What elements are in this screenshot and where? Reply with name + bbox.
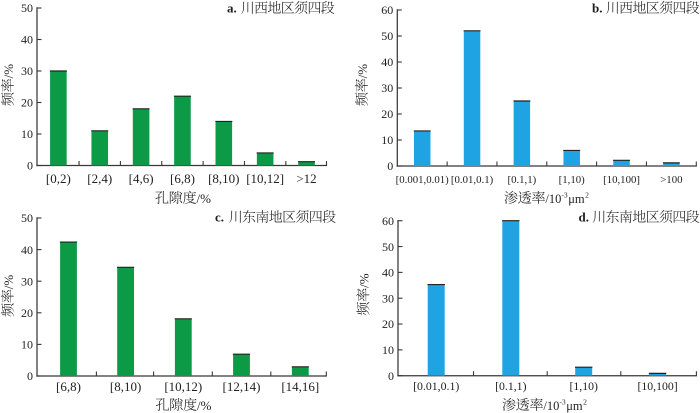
svg-text:[0.1,1): [0.1,1) [507, 174, 536, 186]
svg-text:50: 50 [21, 1, 33, 15]
svg-text:d.: d. [579, 210, 589, 225]
svg-text:[1,10): [1,10) [559, 174, 585, 186]
svg-text:[10,12): [10,12) [164, 379, 202, 394]
svg-text:/%: /% [197, 398, 212, 413]
svg-text:[2,4): [2,4) [87, 171, 112, 186]
svg-text:[0.1,1): [0.1,1) [495, 379, 527, 393]
svg-text:-3: -3 [561, 190, 568, 199]
svg-text:20: 20 [382, 317, 394, 331]
svg-text:μm: μm [568, 192, 585, 206]
svg-text:/%: /% [196, 191, 211, 206]
svg-text:40: 40 [21, 33, 33, 47]
svg-text:[0.01,0.1): [0.01,0.1) [413, 379, 459, 393]
svg-text:40: 40 [382, 266, 394, 280]
svg-text:20: 20 [381, 107, 393, 121]
svg-text:30: 30 [21, 274, 33, 288]
svg-text:[6,8): [6,8) [170, 171, 195, 186]
svg-text:[14,16]: [14,16] [281, 379, 319, 394]
svg-text:40: 40 [21, 243, 33, 257]
svg-text:[10,12]: [10,12] [246, 171, 284, 186]
svg-text:50: 50 [381, 29, 393, 43]
svg-text:2: 2 [583, 397, 587, 406]
svg-text:30: 30 [21, 64, 33, 78]
svg-text:0: 0 [27, 159, 33, 173]
svg-text:30: 30 [382, 291, 394, 305]
svg-text:10: 10 [381, 133, 393, 147]
svg-text:[10,100]: [10,100] [637, 379, 677, 393]
svg-text:10: 10 [21, 127, 33, 141]
svg-text:30: 30 [381, 81, 393, 95]
svg-text:10: 10 [382, 343, 394, 357]
svg-text:[4,6): [4,6) [129, 171, 154, 186]
svg-text:0: 0 [27, 369, 33, 383]
svg-text:-3: -3 [559, 397, 566, 406]
svg-text:20: 20 [21, 96, 33, 110]
svg-text:[1,10): [1,10) [569, 379, 598, 393]
svg-text:c.: c. [215, 210, 224, 225]
svg-text:50: 50 [21, 211, 33, 225]
svg-text:40: 40 [381, 55, 393, 69]
svg-text:50: 50 [382, 240, 394, 254]
svg-text:/10: /10 [543, 399, 559, 413]
svg-text:>100: >100 [660, 174, 682, 186]
svg-text:2: 2 [585, 190, 589, 199]
svg-text:/%: /% [1, 275, 16, 290]
svg-text:/10: /10 [545, 192, 561, 206]
svg-text:μm: μm [566, 399, 583, 413]
svg-text:10: 10 [21, 338, 33, 352]
svg-text:/%: /% [1, 64, 16, 79]
svg-text:b.: b. [592, 1, 602, 16]
svg-text:60: 60 [381, 3, 393, 17]
svg-text:60: 60 [382, 214, 394, 228]
svg-text:[0,2): [0,2) [46, 171, 71, 186]
svg-text:[10,100]: [10,100] [603, 174, 640, 186]
svg-text:a.: a. [227, 1, 237, 16]
svg-text:0: 0 [387, 159, 393, 173]
svg-text:[12,14): [12,14) [223, 379, 261, 394]
svg-text:20: 20 [21, 306, 33, 320]
svg-text:[0.001,0.01): [0.001,0.01) [396, 174, 449, 186]
svg-text:/%: /% [355, 64, 370, 79]
svg-text:[8,10): [8,10) [110, 379, 141, 394]
svg-text:[0.01,0.1): [0.01,0.1) [451, 174, 494, 186]
svg-text:0: 0 [388, 369, 394, 383]
svg-text:[6,8): [6,8) [56, 379, 81, 394]
svg-text:[8,10): [8,10) [208, 171, 239, 186]
svg-text:/%: /% [356, 273, 371, 288]
svg-text:>12: >12 [296, 171, 316, 186]
